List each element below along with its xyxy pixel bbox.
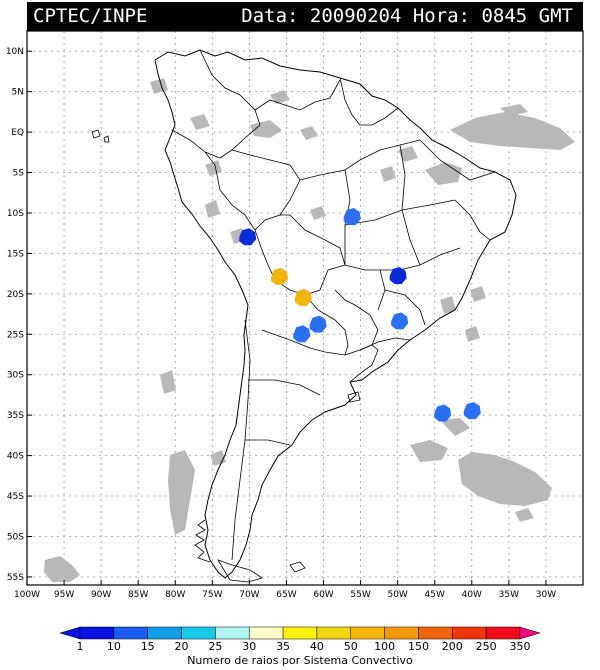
convective-system [309, 315, 327, 333]
land-boundaries [91, 49, 517, 583]
border-brazil-states-8 [454, 199, 491, 241]
convective-system [294, 288, 312, 306]
lon-tick-label: 80W [165, 590, 185, 600]
colorbar-label: 10 [107, 640, 121, 653]
colorbar-label: 35 [276, 640, 290, 653]
colorbar-label: 200 [442, 640, 463, 653]
lat-tick-label: 10N [6, 47, 24, 57]
lat-tick-label: 30S [7, 371, 24, 381]
colorbar-segment [485, 626, 521, 640]
lat-tick-label: 5S [13, 169, 25, 179]
border-brazil-states-10 [359, 337, 411, 351]
colorbar-label: 20 [175, 640, 189, 653]
lat-tick-label: 10S [7, 209, 24, 219]
datetime-label: Data: 20090204 Hora: 0845 GMT [241, 5, 573, 27]
longitude-ticks: 100W 95W 90W 85W 80W 75W 70W 65W 60W 55W 50W 45W 40W… [14, 580, 556, 600]
lon-tick-label: 55W [350, 590, 370, 600]
lat-tick-label: 25S [7, 330, 24, 340]
lon-tick-label: 75W [202, 590, 222, 600]
map-header: CPTEC/INPE Data: 20090204 Hora: 0845 GMT [27, 2, 583, 31]
lon-tick-label: 40W [462, 590, 482, 600]
lon-tick-label: 100W [14, 590, 40, 600]
colorbar-label: 250 [476, 640, 497, 653]
convective-system [239, 228, 257, 246]
lon-tick-label: 45W [425, 590, 445, 600]
border-bolivia [254, 214, 346, 296]
tierra-del-fuego [217, 559, 263, 583]
colorbar-segment [181, 626, 216, 640]
border-brazil-states-9 [419, 139, 496, 181]
colorbar-segment [113, 626, 148, 640]
lat-tick-label: EQ [11, 128, 24, 138]
border-brazil-states-6 [344, 264, 386, 311]
lat-tick-label: 5N [12, 88, 24, 98]
lake-patos [347, 391, 361, 403]
colorbar-segment [282, 626, 318, 640]
lat-tick-label: 20S [7, 290, 24, 300]
colorbar-segment [316, 626, 352, 640]
colorbar-label: 50 [344, 640, 358, 653]
convective-system [343, 208, 361, 226]
convective-system [271, 267, 289, 285]
border-guianas [339, 77, 399, 126]
border-argentina-provinces [245, 329, 346, 446]
border-colombia [199, 49, 261, 159]
falkland-islands [289, 561, 306, 573]
lon-tick-label: 60W [313, 590, 333, 600]
map-frame-border [26, 30, 584, 586]
source-label: CPTEC/INPE [33, 5, 148, 27]
colorbar-segment [215, 626, 250, 640]
chile-fjords [194, 519, 211, 563]
colorbar-label: 25 [208, 640, 222, 653]
border-brazil-states-4 [344, 199, 456, 226]
colorbar-right-arrow [519, 626, 541, 640]
lat-tick-label: 55S [7, 573, 24, 583]
colorbar-segment [350, 626, 385, 640]
colorbar-label: 40 [310, 640, 324, 653]
lon-tick-label: 30W [536, 590, 556, 600]
convective-system [434, 404, 452, 422]
lon-tick-label: 70W [239, 590, 259, 600]
colorbar: 1 10 15 20 25 30 35 40 50 100 150 200 250 350 [59, 626, 541, 653]
border-ecuador-peru [171, 129, 256, 231]
colorbar-segment [452, 626, 487, 640]
colorbar-title: Numero de raios por Sistema Convectivo [187, 654, 413, 667]
lon-tick-label: 95W [54, 590, 74, 600]
colorbar-segment [147, 626, 182, 640]
colorbar-left-arrow [59, 626, 81, 640]
convective-system [293, 325, 311, 343]
colorbar-label: 1 [77, 640, 84, 653]
colorbar-segment [79, 626, 115, 640]
lon-tick-label: 90W [91, 590, 111, 600]
south-america-coastline [154, 49, 517, 579]
border-venezuela [254, 79, 341, 111]
colorbar-segment [384, 626, 419, 640]
colorbar-label: 30 [242, 640, 256, 653]
colorbar-label: 150 [408, 640, 429, 653]
border-brazil-states-7 [384, 289, 426, 326]
colorbar-label: 350 [510, 640, 531, 653]
galapagos [91, 129, 110, 143]
lon-tick-label: 65W [276, 590, 296, 600]
border-uruguay [349, 344, 379, 383]
lat-tick-label: 15S [7, 249, 24, 259]
convective-system [463, 402, 481, 420]
lat-tick-label: 50S [7, 532, 24, 542]
lat-tick-label: 40S [7, 452, 24, 462]
latitude-ticks: 10N 5N EQ 5S 10S 15S 20S 25S 30S 35S 40S 45S 50S 55S [6, 47, 32, 583]
convective-system [389, 267, 407, 285]
lon-tick-label: 35W [499, 590, 519, 600]
lon-tick-label: 50W [387, 590, 407, 600]
lat-tick-label: 35S [7, 411, 24, 421]
colorbar-segment [248, 626, 284, 640]
colorbar-label: 15 [141, 640, 155, 653]
lat-tick-label: 45S [7, 492, 24, 502]
colorbar-segment [418, 626, 453, 640]
cloud-cover [44, 78, 575, 582]
lon-tick-label: 85W [128, 590, 148, 600]
colorbar-label: 100 [374, 640, 395, 653]
convective-systems [239, 208, 481, 422]
convective-system [391, 312, 409, 330]
